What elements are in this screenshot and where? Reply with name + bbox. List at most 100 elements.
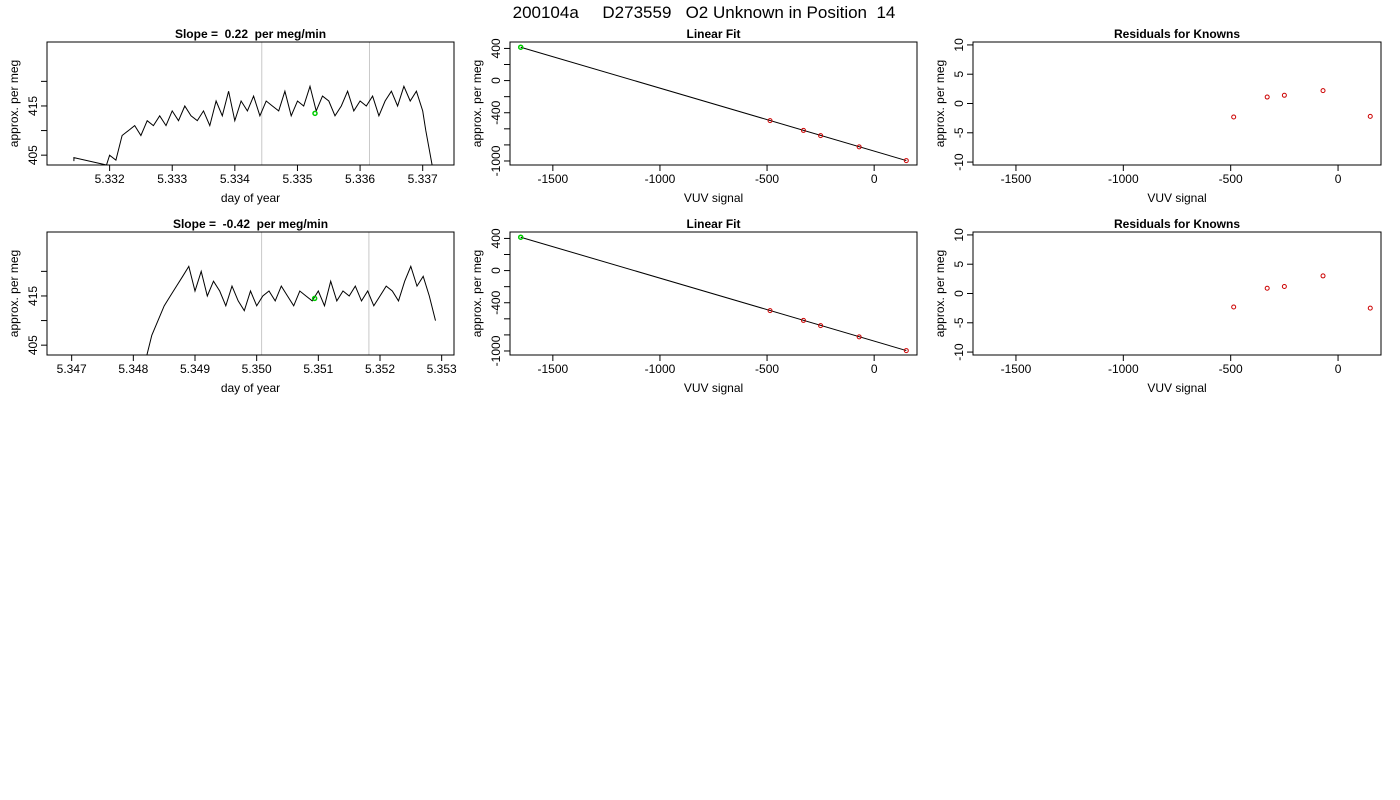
known-point	[1320, 88, 1326, 94]
series-line	[73, 84, 433, 165]
fit-line	[520, 236, 907, 352]
x-tick-label: 5.349	[180, 362, 210, 376]
known-point	[1367, 113, 1373, 119]
known-point	[903, 158, 909, 164]
known-point	[818, 133, 824, 139]
x-tick-label: -500	[755, 362, 779, 376]
panel-title: Slope = -0.42 per meg/min	[173, 217, 328, 231]
x-tick-label: -1500	[537, 172, 568, 186]
y-tick-label: -10	[952, 343, 966, 361]
known-point	[1231, 304, 1237, 310]
y-tick-label: 0	[489, 77, 503, 84]
y-tick-label: 0	[952, 290, 966, 297]
fit-line	[520, 46, 907, 162]
plot-area	[73, 42, 433, 165]
y-tick-label: -400	[489, 290, 503, 314]
plot-area	[517, 234, 909, 354]
y-tick-label: -10	[952, 153, 966, 171]
y-tick-label: -1000	[489, 335, 503, 366]
x-tick-label: 5.353	[427, 362, 457, 376]
y-tick-label: 5	[952, 71, 966, 78]
panel-r1-timeseries: Slope = 0.22 per meg/min day of year appro…	[7, 27, 455, 205]
y-tick-label: 405	[26, 145, 40, 165]
panel-r1-linearfit: Linear Fit VUV signal approx. per meg -1500…	[470, 27, 918, 205]
y-tick-label: 415	[26, 96, 40, 116]
x-tick-label: 5.350	[242, 362, 272, 376]
y-tick-label: 400	[489, 38, 503, 58]
known-point	[1231, 114, 1237, 120]
x-tick-label: -500	[1219, 172, 1243, 186]
y-tick-label: -400	[489, 100, 503, 124]
y-tick-label: 405	[26, 335, 40, 355]
y-tick-label: -5	[952, 317, 966, 328]
panel-r2-residuals: Residuals for Knowns VUV signal approx. pe…	[933, 217, 1382, 395]
x-tick-label: 0	[871, 172, 878, 186]
y-tick-label: 10	[952, 228, 966, 242]
y-axis-label: approx. per meg	[7, 250, 21, 337]
plot-frame	[509, 41, 918, 166]
y-tick-label: 415	[26, 286, 40, 306]
panel-title: Residuals for Knowns	[1114, 217, 1240, 231]
x-tick-label: 5.348	[118, 362, 148, 376]
x-axis-label: VUV signal	[1147, 191, 1206, 205]
y-axis-label: approx. per meg	[933, 250, 947, 337]
x-axis-label: day of year	[221, 191, 280, 205]
known-point	[856, 144, 862, 150]
x-axis-label: VUV signal	[684, 191, 743, 205]
x-tick-label: 5.334	[220, 172, 250, 186]
known-point	[818, 323, 824, 329]
panel-r2-timeseries: Slope = -0.42 per meg/min day of year appr…	[7, 217, 457, 395]
series-line	[146, 264, 436, 355]
known-point	[767, 118, 773, 124]
unknown-point	[311, 295, 318, 302]
figure-title: 200104a D273559 O2 Unknown in Position 1…	[513, 3, 896, 22]
y-tick-label: 0	[489, 267, 503, 274]
x-tick-label: -1500	[1001, 362, 1032, 376]
panel-r2-linearfit: Linear Fit VUV signal approx. per meg -1500…	[470, 217, 918, 395]
plot-area	[146, 232, 436, 355]
known-point	[1264, 285, 1270, 291]
y-axis-label: approx. per meg	[470, 60, 484, 147]
x-tick-label: -1500	[537, 362, 568, 376]
x-tick-label: -1000	[1108, 362, 1139, 376]
y-tick-label: -5	[952, 127, 966, 138]
x-tick-label: 0	[871, 362, 878, 376]
y-axis-label: approx. per meg	[7, 60, 21, 147]
x-tick-label: -1500	[1001, 172, 1032, 186]
known-point	[903, 348, 909, 354]
plot-frame	[509, 231, 918, 356]
x-tick-label: -500	[1219, 362, 1243, 376]
y-axis-label: approx. per meg	[470, 250, 484, 337]
plot-frame	[972, 41, 1382, 166]
x-tick-label: 5.333	[157, 172, 187, 186]
x-tick-label: 0	[1335, 172, 1342, 186]
x-tick-label: 5.347	[57, 362, 87, 376]
y-tick-label: -1000	[489, 145, 503, 176]
x-tick-label: 5.351	[303, 362, 333, 376]
x-tick-label: 5.332	[95, 172, 125, 186]
plot-frame	[972, 231, 1382, 356]
x-tick-label: 5.336	[345, 172, 375, 186]
panel-title: Linear Fit	[686, 27, 740, 41]
x-tick-label: -500	[755, 172, 779, 186]
x-tick-label: 0	[1335, 362, 1342, 376]
known-point	[856, 334, 862, 340]
plot-area	[517, 44, 909, 164]
known-point	[1320, 273, 1326, 279]
plot-area	[1231, 273, 1373, 311]
unknown-point	[517, 234, 524, 240]
panel-title: Linear Fit	[686, 217, 740, 231]
plot-frame	[46, 41, 455, 166]
unknown-point	[517, 44, 524, 50]
x-axis-label: VUV signal	[1147, 381, 1206, 395]
y-tick-label: 10	[952, 38, 966, 52]
known-point	[800, 127, 806, 133]
x-tick-label: 5.337	[408, 172, 438, 186]
plot-frame	[46, 231, 455, 356]
panel-title: Slope = 0.22 per meg/min	[175, 27, 326, 41]
y-axis-label: approx. per meg	[933, 60, 947, 147]
known-point	[1281, 92, 1287, 98]
x-tick-label: -1000	[645, 172, 676, 186]
x-tick-label: 5.352	[365, 362, 395, 376]
